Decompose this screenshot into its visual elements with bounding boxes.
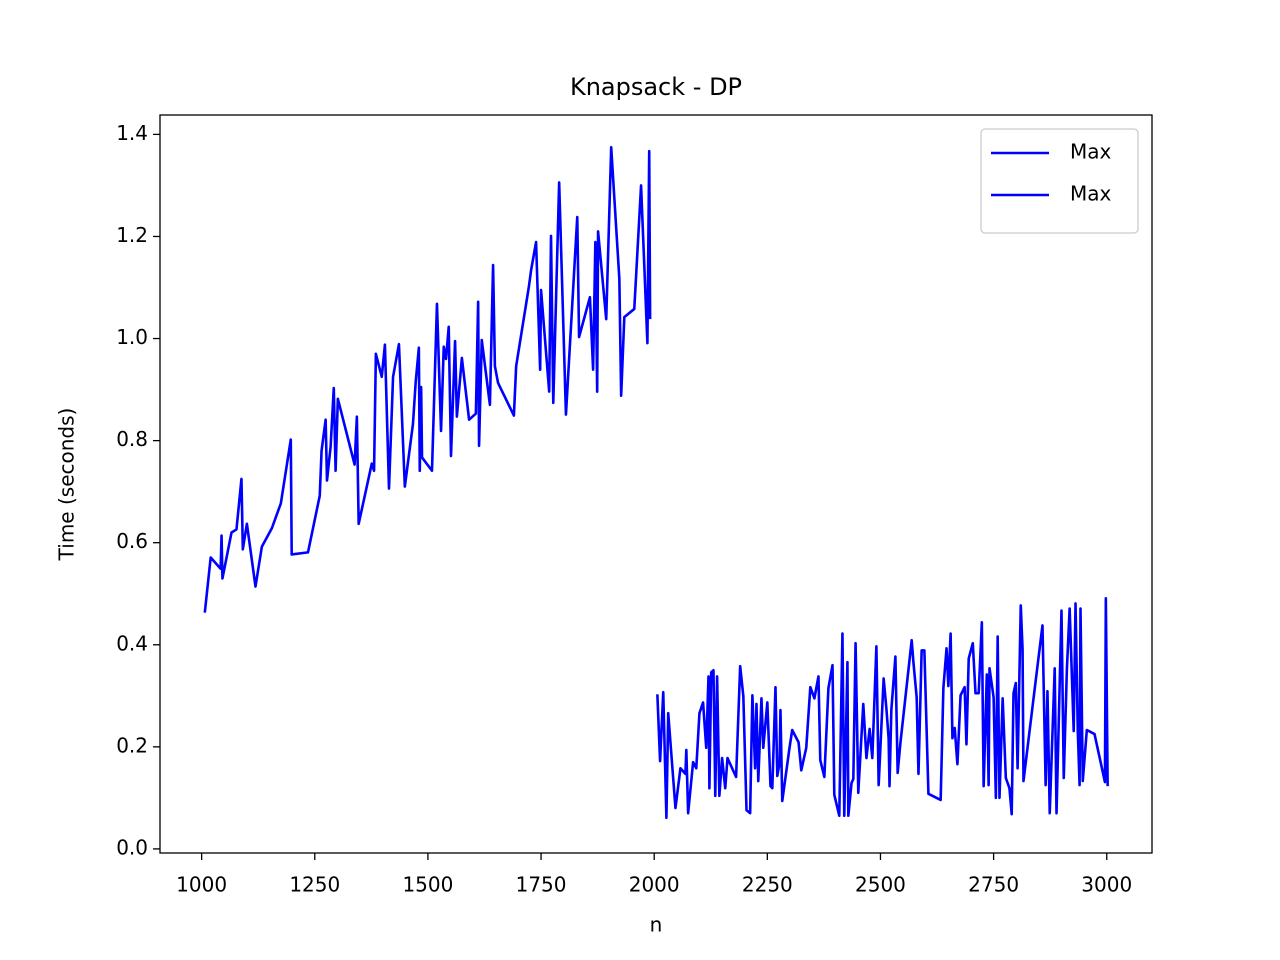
axes-frame xyxy=(159,114,1153,854)
y-tick-label: 0.6 xyxy=(116,529,148,553)
y-tick-label: 1.4 xyxy=(116,121,148,145)
y-tick-label: 0.4 xyxy=(116,631,148,655)
line-series xyxy=(656,597,1109,820)
x-tick-label: 1750 xyxy=(516,873,567,897)
x-tick-label: 1000 xyxy=(176,873,227,897)
legend-label: Max xyxy=(1070,140,1112,164)
y-tick-label: 1.2 xyxy=(116,223,148,247)
y-tick-label: 0.2 xyxy=(116,733,148,757)
y-tick-label: 0.8 xyxy=(116,427,148,451)
x-axis-label: n xyxy=(650,913,663,937)
x-tick-label: 2750 xyxy=(968,873,1019,897)
y-tick-label: 1.0 xyxy=(116,325,148,349)
chart-title: Knapsack - DP xyxy=(570,73,742,101)
x-tick-label: 1500 xyxy=(402,873,453,897)
x-tick-label: 2000 xyxy=(629,873,680,897)
x-tick-label: 2250 xyxy=(742,873,793,897)
legend-label: Max xyxy=(1070,182,1112,206)
legend-box xyxy=(980,128,1139,234)
y-tick-label: 0.0 xyxy=(116,835,148,859)
x-tick-label: 2500 xyxy=(855,873,906,897)
plot-area xyxy=(203,145,1109,820)
x-tick-label: 3000 xyxy=(1081,873,1132,897)
x-tick-label: 1250 xyxy=(289,873,340,897)
line-series xyxy=(203,145,652,613)
y-axis-label: Time (seconds) xyxy=(55,408,79,562)
